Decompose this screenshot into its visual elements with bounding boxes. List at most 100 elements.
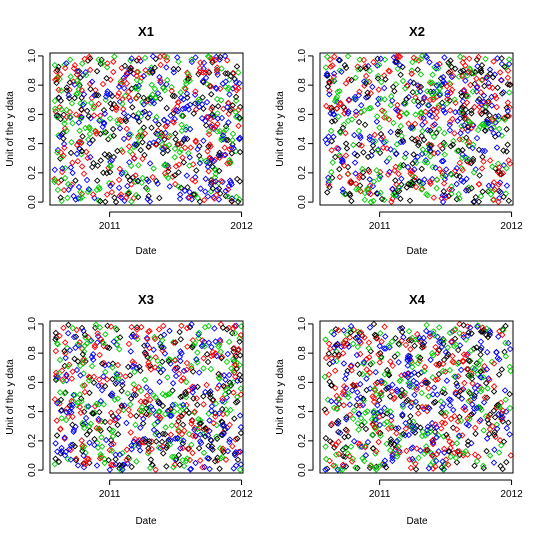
- data-point: [63, 106, 70, 114]
- data-point: [331, 351, 339, 358]
- data-point: [360, 107, 368, 114]
- data-point: [217, 152, 224, 159]
- data-point: [107, 436, 115, 444]
- data-point: [461, 115, 469, 123]
- data-point: [133, 412, 140, 420]
- data-point: [62, 354, 69, 362]
- data-point: [360, 457, 368, 465]
- data-point: [430, 150, 438, 157]
- data-point: [429, 71, 436, 79]
- data-point: [415, 454, 422, 462]
- data-point: [222, 78, 229, 85]
- data-point: [409, 88, 417, 96]
- data-point: [86, 55, 94, 62]
- data-point: [122, 194, 130, 202]
- data-point: [115, 414, 122, 421]
- data-point: [453, 195, 461, 203]
- data-point: [486, 425, 494, 433]
- data-point: [477, 67, 485, 74]
- data-point: [393, 386, 401, 393]
- data-point: [321, 406, 329, 413]
- x-tick-label: 2012: [500, 221, 523, 232]
- data-point: [226, 156, 233, 164]
- data-point: [488, 93, 495, 101]
- data-point: [402, 85, 409, 92]
- data-point: [169, 173, 176, 181]
- data-point: [475, 95, 483, 103]
- data-point: [354, 63, 361, 70]
- data-point: [231, 75, 238, 83]
- data-point: [413, 89, 421, 96]
- data-point: [171, 115, 179, 123]
- data-point: [501, 387, 509, 394]
- data-point: [217, 177, 225, 185]
- data-point: [67, 73, 74, 80]
- data-point: [183, 359, 191, 367]
- data-point: [477, 192, 485, 200]
- data-point: [188, 441, 195, 448]
- data-point: [61, 339, 69, 346]
- data-point: [78, 190, 86, 198]
- data-point: [171, 92, 178, 100]
- data-point: [233, 63, 241, 70]
- data-point: [447, 453, 454, 461]
- data-point: [459, 358, 467, 365]
- data-point: [55, 458, 63, 466]
- data-point: [122, 169, 129, 177]
- data-point: [421, 363, 429, 371]
- data-point: [393, 430, 400, 437]
- data-point: [325, 340, 333, 347]
- data-point: [339, 461, 347, 468]
- data-point: [98, 360, 106, 367]
- data-point: [361, 334, 368, 341]
- data-point: [452, 373, 459, 381]
- data-point: [86, 125, 93, 132]
- data-point: [340, 388, 347, 395]
- data-point: [69, 368, 76, 375]
- data-point: [229, 442, 236, 450]
- data-point: [407, 170, 414, 177]
- data-point: [120, 74, 128, 82]
- data-point: [200, 449, 208, 456]
- data-point: [322, 455, 330, 463]
- data-point: [149, 173, 156, 181]
- data-point: [461, 379, 468, 387]
- data-point: [391, 189, 398, 196]
- data-point: [130, 391, 137, 399]
- data-point: [175, 417, 182, 425]
- data-point: [130, 112, 137, 119]
- data-point: [414, 82, 422, 89]
- data-point: [433, 424, 440, 431]
- data-point: [167, 431, 175, 438]
- data-point: [208, 121, 216, 128]
- data-point: [392, 163, 399, 171]
- data-point: [160, 344, 167, 351]
- data-point: [345, 433, 352, 440]
- data-point: [222, 70, 229, 77]
- data-point: [63, 60, 70, 67]
- data-point: [98, 387, 106, 394]
- x-tick-label: 2012: [230, 489, 253, 500]
- data-point: [489, 163, 496, 170]
- data-point: [197, 59, 204, 66]
- data-point: [191, 339, 199, 347]
- data-point: [475, 53, 482, 61]
- data-point: [493, 421, 501, 428]
- data-point: [502, 322, 509, 330]
- data-point: [458, 165, 465, 172]
- data-point: [215, 167, 223, 175]
- data-point: [433, 129, 440, 137]
- data-point: [458, 108, 465, 116]
- data-point: [127, 429, 134, 436]
- data-point: [349, 455, 357, 463]
- data-point: [361, 418, 368, 426]
- data-point: [192, 433, 199, 440]
- data-point: [491, 431, 498, 439]
- data-point: [426, 428, 434, 435]
- data-point: [336, 165, 343, 173]
- data-point: [369, 420, 376, 428]
- data-point: [459, 98, 467, 105]
- data-point: [325, 371, 333, 378]
- data-point: [188, 58, 196, 66]
- data-point: [209, 163, 216, 171]
